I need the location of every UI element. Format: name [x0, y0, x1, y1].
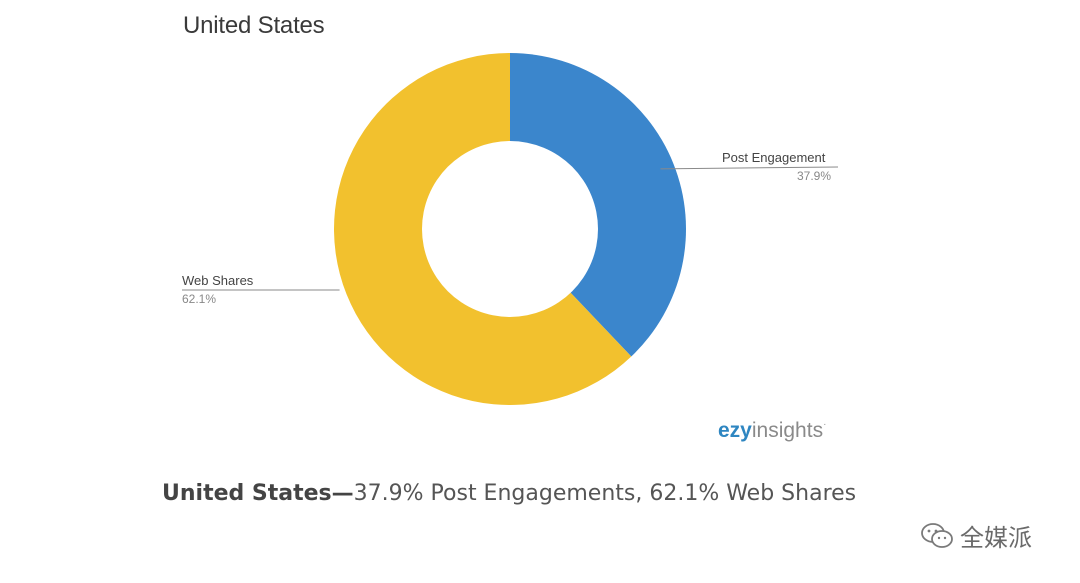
ezyinsights-logo: ezyinsights· — [718, 419, 827, 442]
caption-dash: — — [331, 481, 354, 506]
value-web-shares: 62.1% — [182, 292, 217, 306]
value-post-engagement: 37.9% — [797, 169, 832, 183]
donut-hole — [422, 141, 598, 317]
label-web-shares: Web Shares — [182, 273, 254, 288]
watermark: 全媒派 — [920, 518, 1032, 556]
slice-post-engagement — [510, 53, 687, 357]
label-post-engagement: Post Engagement — [722, 150, 826, 165]
caption-text: 37.9% Post Engagements, 62.1% Web Shares — [353, 481, 857, 506]
wechat-icon — [920, 522, 954, 556]
leader-line-post-engagement — [660, 166, 839, 170]
caption-country: United States — [162, 481, 332, 506]
caption: United States—37.9% Post Engagements, 62… — [162, 481, 856, 506]
watermark-text: 全媒派 — [960, 524, 1032, 552]
chart-title: United States — [183, 12, 325, 39]
